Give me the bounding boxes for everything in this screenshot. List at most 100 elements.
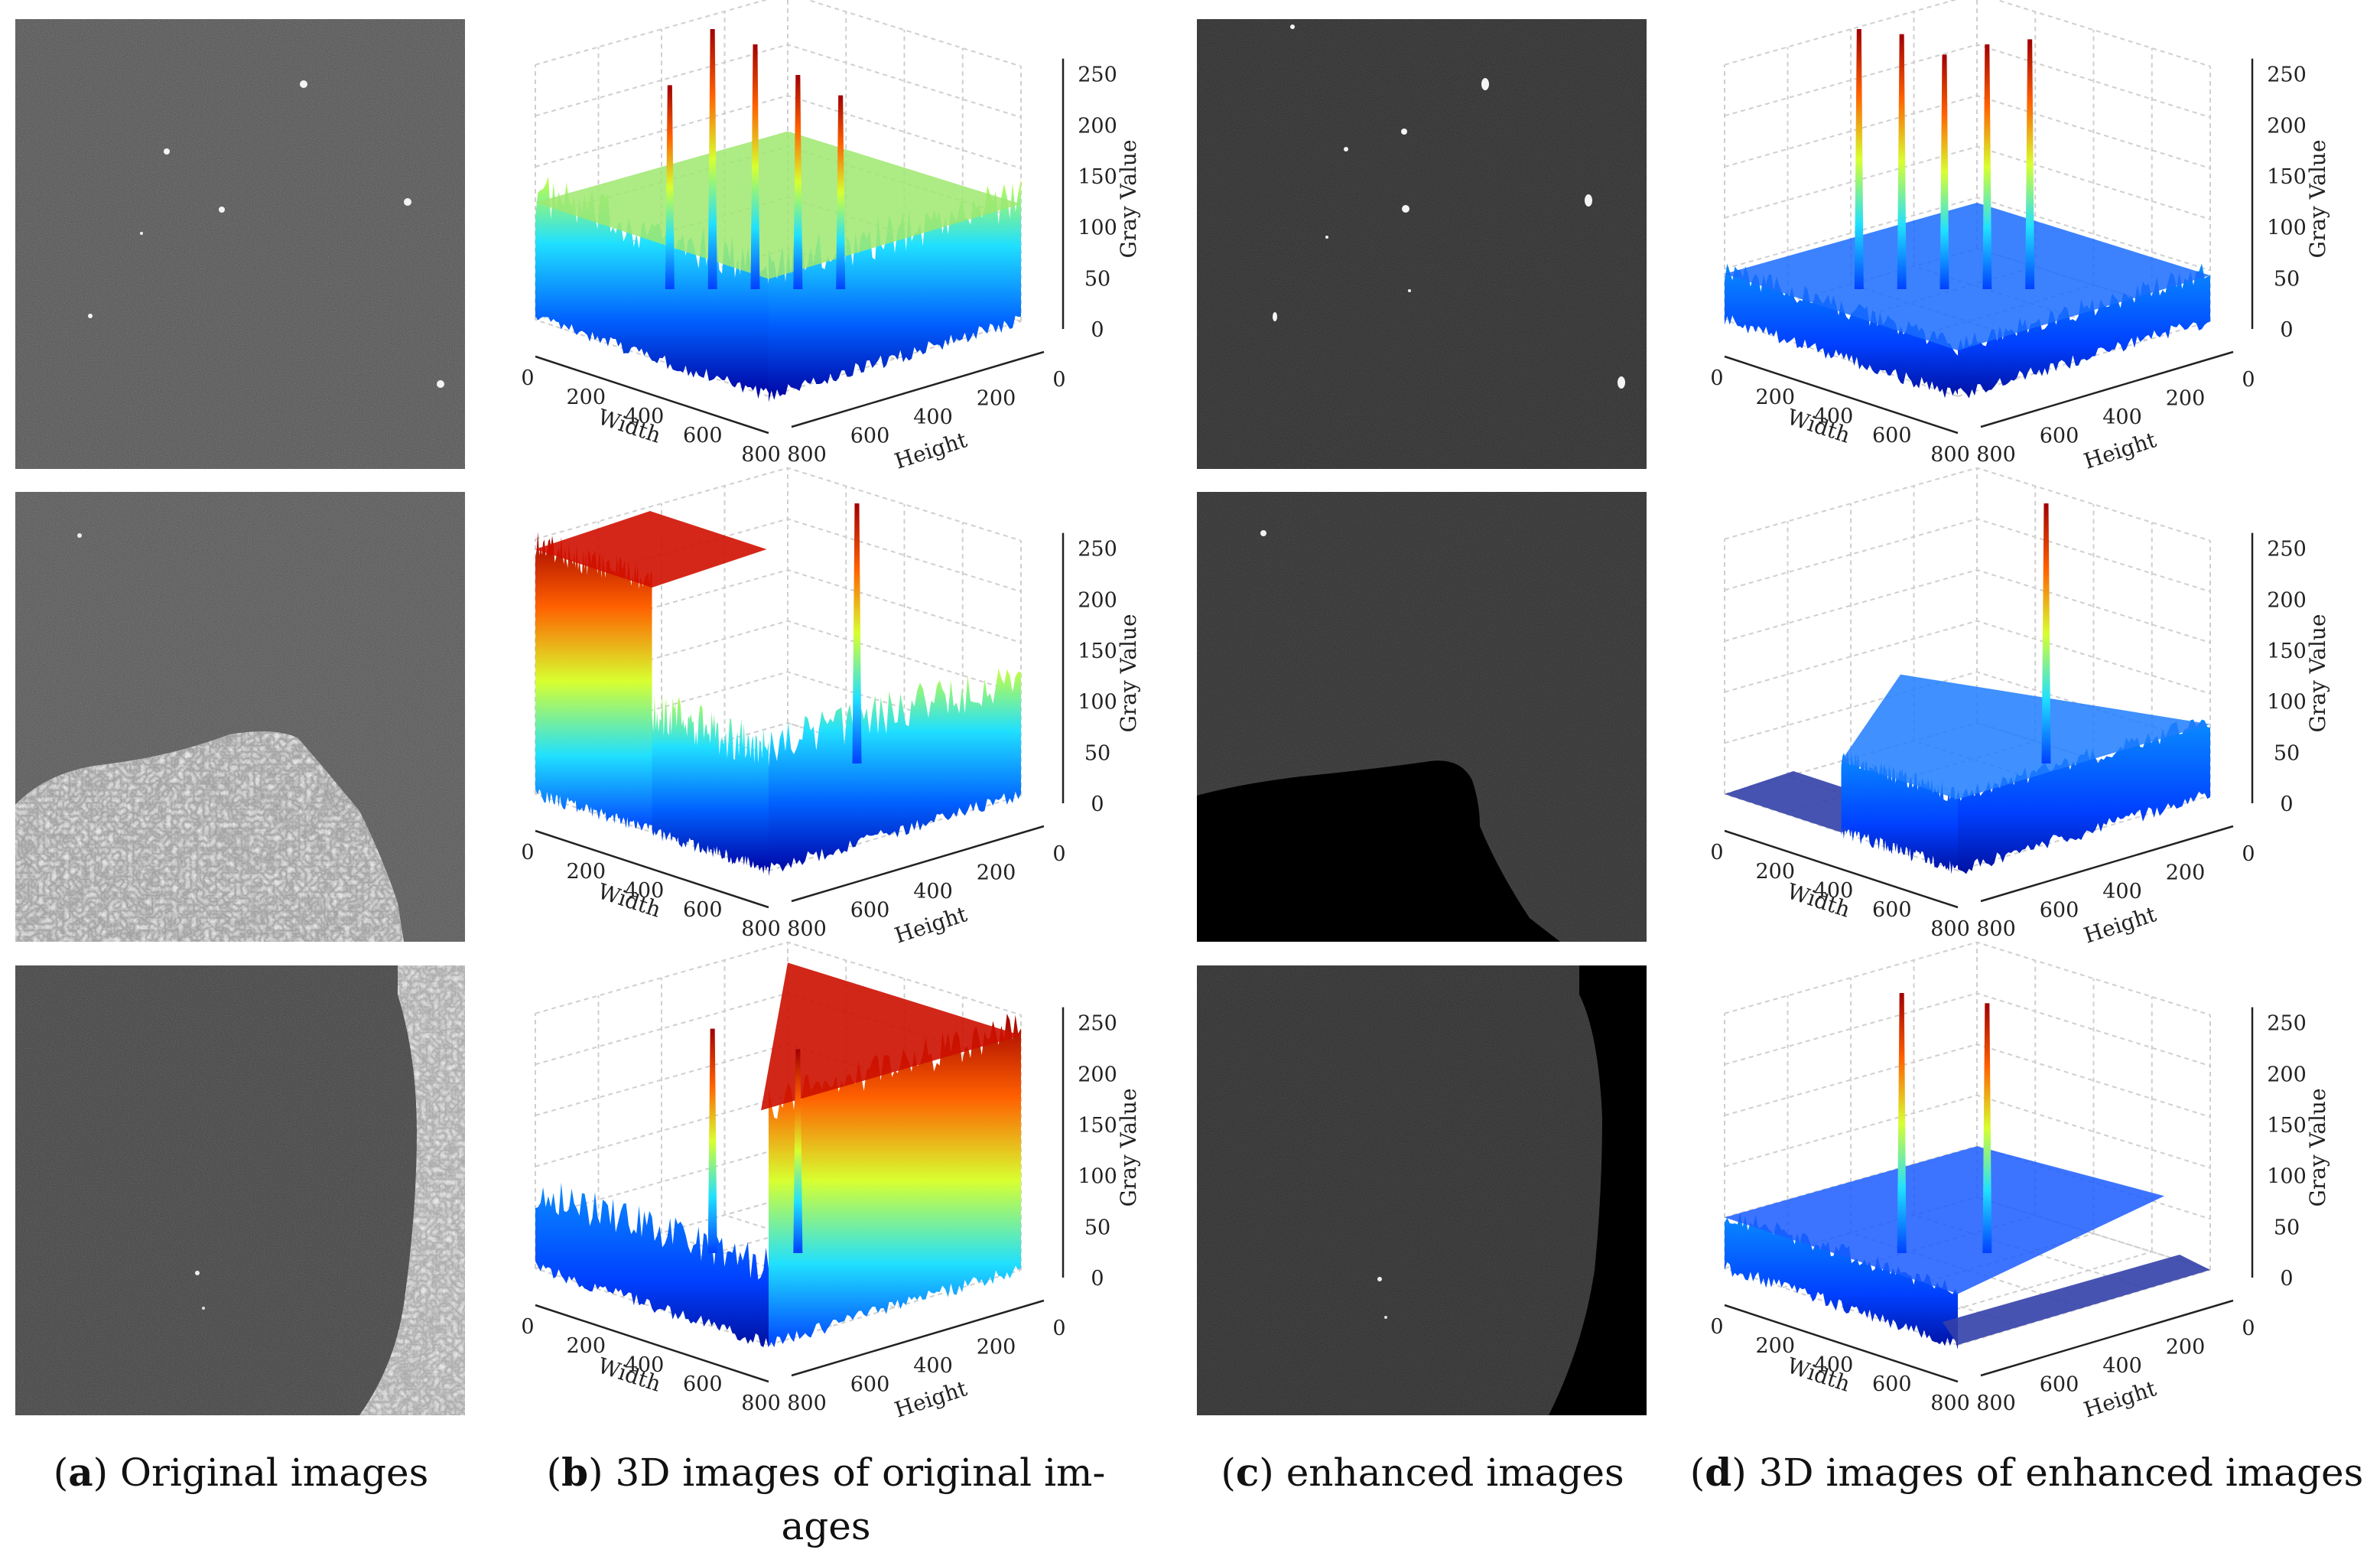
surface: [1725, 993, 2210, 1349]
peak-spike: [852, 503, 862, 763]
surface: [535, 962, 1021, 1348]
original-image-row-2: [15, 492, 465, 942]
y-tick-label: 400: [2102, 880, 2142, 903]
caption-text: Original images: [120, 1450, 429, 1495]
y-axis: [791, 350, 1045, 428]
y-tick-label: 0: [2242, 368, 2255, 392]
gridline: [1724, 518, 2211, 593]
z-tick-label: 50: [1084, 741, 1110, 765]
peak-spike: [1982, 1003, 1992, 1253]
z-tick-label: 50: [2274, 741, 2300, 765]
z-tick-label: 250: [1078, 63, 1117, 87]
caption-text: 3D images of original im-: [615, 1450, 1106, 1495]
gridline: [535, 793, 769, 871]
x-tick-label: 800: [1930, 443, 1970, 467]
land-floor: [1943, 1255, 2210, 1345]
axes: [535, 1007, 1065, 1383]
z-tick-label: 100: [1078, 691, 1117, 715]
z-tick-label: 250: [1078, 538, 1117, 562]
gridline: [1724, 992, 2211, 1067]
z-tick-label: 50: [1084, 267, 1110, 291]
x-tick-label: 600: [683, 1372, 723, 1396]
gridline: [661, 1232, 896, 1308]
gridline: [1724, 44, 2211, 119]
x-axis: [535, 1304, 769, 1383]
y-tick-label: 0: [1052, 842, 1065, 866]
x-tick-label: 600: [683, 424, 723, 448]
gridline: [1724, 1268, 1959, 1346]
land-face: [535, 532, 652, 831]
peak-spike: [2041, 503, 2051, 763]
z-tick-label: 200: [2267, 588, 2307, 612]
axes: [1724, 58, 2254, 435]
peak-spike: [750, 44, 760, 289]
gridline: [535, 44, 1022, 119]
surface-right-face: [769, 668, 1021, 877]
land-face: [769, 1014, 1021, 1348]
caption-letter: b: [561, 1450, 589, 1495]
x-tick-label: 400: [625, 405, 665, 428]
x-tick-label: 0: [521, 1315, 534, 1339]
surface-top: [1725, 203, 2210, 350]
caption-text: enhanced images: [1286, 1450, 1624, 1495]
y-axis-label: Height: [892, 1376, 971, 1423]
caption-letter: a: [68, 1450, 93, 1495]
z-tick-label: 200: [1078, 114, 1117, 138]
gridline: [1724, 94, 2211, 169]
gridline: [1724, 467, 2211, 542]
gridline: [535, 319, 769, 397]
y-tick-label: 800: [787, 1392, 827, 1415]
z-tick-label: 100: [1078, 1165, 1117, 1189]
x-tick-label: 400: [1814, 405, 1854, 428]
y-tick-label: 800: [787, 917, 827, 941]
x-tick-label: 200: [1755, 386, 1795, 409]
gridline: [1957, 795, 2211, 871]
y-tick-label: 600: [850, 425, 890, 448]
caption-letter: c: [1235, 1450, 1260, 1495]
z-tick-label: 100: [2267, 1165, 2307, 1189]
surface-left-face: [1725, 1212, 1958, 1349]
surface-left-face: [1725, 263, 1958, 399]
z-tick-label: 250: [1078, 1012, 1117, 1036]
y-tick-label: 400: [913, 405, 953, 429]
axes: [1724, 532, 2254, 909]
original-image-row-3: [15, 965, 465, 1415]
enhanced-image-row-2: [1197, 492, 1647, 942]
y-tick-label: 600: [850, 899, 890, 923]
y-tick-label: 0: [1052, 368, 1065, 392]
x-tick-label: 600: [1872, 1372, 1912, 1396]
y-tick-label: 800: [1976, 917, 2016, 941]
y-tick-label: 800: [787, 443, 827, 467]
y-tick-label: 0: [2242, 842, 2255, 866]
x-axis: [535, 355, 769, 435]
z-tick-label: 150: [2267, 640, 2307, 663]
z-axis-label: Gray Value: [1116, 139, 1141, 258]
gridline: [535, 0, 1022, 67]
z-tick-label: 0: [1091, 318, 1104, 342]
caption-text-line2: ages: [781, 1504, 871, 1548]
surface-top: [1725, 1146, 2164, 1294]
y-axis-label: Height: [892, 427, 971, 474]
z-tick-label: 0: [2280, 318, 2293, 342]
z-tick-label: 200: [2267, 114, 2307, 138]
y-tick-label: 400: [913, 1354, 953, 1378]
x-tick-label: 400: [625, 1353, 665, 1377]
surface: [535, 503, 1021, 877]
x-tick-label: 200: [566, 1334, 606, 1358]
x-tick-label: 800: [1930, 917, 1970, 941]
gridline: [1724, 1043, 2211, 1118]
y-axis: [1980, 825, 2234, 903]
enhanced-image-row-1: [1197, 19, 1647, 469]
surface-right-face: [1958, 263, 2210, 399]
x-tick-label: 600: [1872, 424, 1912, 448]
caption-d: (d) 3D images of enhanced images: [1689, 1450, 2364, 1495]
z-tick-label: 150: [2267, 1114, 2307, 1138]
x-tick-label: 600: [1872, 898, 1912, 922]
x-axis: [1724, 355, 1959, 435]
x-tick-label: 0: [1710, 1315, 1723, 1339]
z-axis-label: Gray Value: [1116, 1088, 1141, 1206]
peak-spike: [1939, 54, 1949, 289]
caption-text: 3D images of enhanced images: [1758, 1450, 2364, 1495]
surface-right-face: [769, 178, 1021, 402]
z-tick-label: 50: [2274, 267, 2300, 291]
